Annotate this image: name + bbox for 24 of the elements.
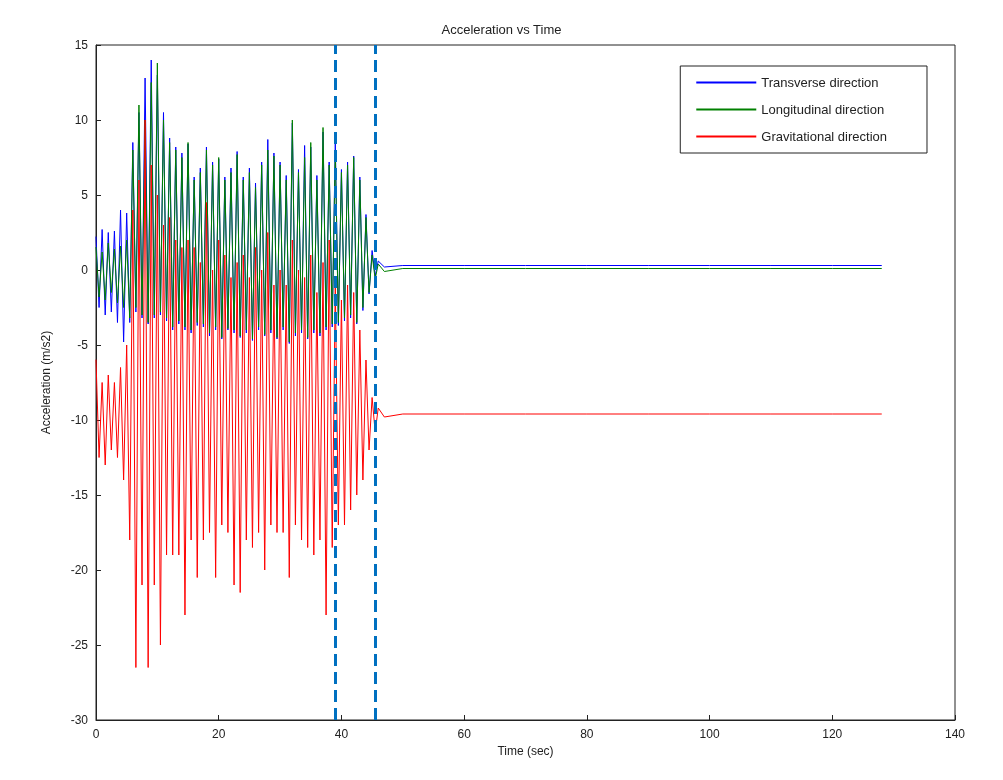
x-tick-label: 80 bbox=[580, 727, 594, 741]
x-tick-label: 120 bbox=[822, 727, 843, 741]
chart-title: Acceleration vs Time bbox=[441, 22, 562, 37]
y-tick-label: -25 bbox=[70, 638, 89, 652]
y-tick-label: -30 bbox=[70, 713, 89, 727]
legend-label: Gravitational direction bbox=[761, 129, 888, 144]
x-tick-label: 40 bbox=[334, 727, 349, 741]
x-tick-label: 0 bbox=[92, 727, 100, 741]
y-tick-label: -20 bbox=[70, 563, 89, 577]
x-axis-title: Time (sec) bbox=[497, 743, 554, 758]
x-tick-label: 100 bbox=[699, 727, 720, 741]
y-tick-label: -5 bbox=[77, 338, 89, 352]
x-tick-label: 140 bbox=[944, 727, 966, 741]
y-tick-label: 10 bbox=[74, 113, 89, 127]
legend-label: Transverse direction bbox=[761, 75, 879, 90]
y-tick-label: 0 bbox=[81, 263, 89, 277]
y-tick-label: -10 bbox=[70, 413, 89, 427]
legend-label: Longitudinal direction bbox=[761, 102, 885, 117]
y-tick-label: 5 bbox=[81, 188, 89, 202]
x-tick-label: 60 bbox=[457, 727, 472, 741]
y-tick-label: -15 bbox=[70, 488, 89, 502]
y-axis-title: Acceleration (m/s2) bbox=[39, 330, 53, 435]
y-tick-label: 15 bbox=[74, 38, 89, 52]
x-tick-label: 20 bbox=[212, 727, 226, 741]
